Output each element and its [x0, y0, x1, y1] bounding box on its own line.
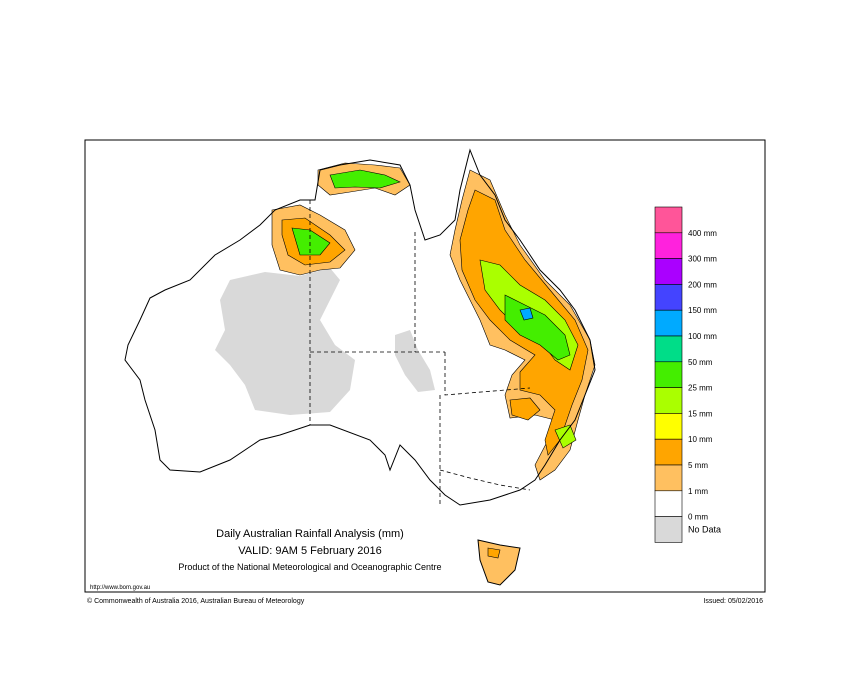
map-title: Daily Australian Rainfall Analysis (mm) [216, 528, 404, 540]
legend-swatch [654, 516, 683, 543]
state-borders [309, 200, 531, 505]
legend-swatch [654, 361, 683, 388]
product-line: Product of the National Meteorological a… [178, 562, 441, 572]
legend-label: 1 mm [688, 487, 708, 496]
legend-label: 0 mm [688, 513, 708, 522]
rain-5mm [487, 547, 501, 559]
legend-label: 200 mm [688, 280, 717, 289]
legend-swatch [654, 490, 683, 517]
legend-label: 15 mm [688, 409, 713, 418]
copyright: © Commonwealth of Australia 2016, Austra… [87, 597, 305, 605]
legend-swatch [654, 284, 683, 311]
coastline [124, 148, 596, 506]
no-data-region [215, 268, 355, 415]
rain-25mm [291, 227, 331, 256]
legend-swatch [654, 309, 683, 337]
no-data-region [395, 330, 435, 392]
legend-swatch [654, 206, 683, 234]
legend-label: 5 mm [688, 461, 708, 470]
legend-swatch [654, 387, 683, 414]
legend-swatch [654, 232, 683, 259]
legend-swatch [654, 438, 683, 466]
legend-label: 300 mm [688, 255, 717, 264]
rain-15mm [554, 424, 577, 449]
legend: 400 mm 300 mm 200 mm 150 mm 100 mm 50 mm 25 mm… [654, 206, 721, 543]
url: http://www.bom.gov.au [90, 585, 150, 591]
legend-swatch [654, 464, 683, 492]
rain-100mm [519, 307, 534, 321]
legend-label: 400 mm [688, 229, 717, 238]
legend-label: 25 mm [688, 384, 713, 393]
legend-swatch [654, 335, 683, 363]
legend-label: 50 mm [688, 358, 713, 367]
rain-25mm [329, 169, 401, 189]
valid-time: VALID: 9AM 5 February 2016 [238, 545, 381, 557]
rain-5mm [509, 397, 541, 421]
legend-swatch [654, 413, 683, 440]
legend-label: 150 mm [688, 306, 717, 315]
legend-label: 10 mm [688, 435, 713, 444]
legend-label: 100 mm [688, 332, 717, 341]
issued-date: Issued: 05/02/2016 [703, 598, 763, 605]
legend-swatch [654, 258, 683, 285]
legend-no-data: No Data [688, 525, 721, 535]
